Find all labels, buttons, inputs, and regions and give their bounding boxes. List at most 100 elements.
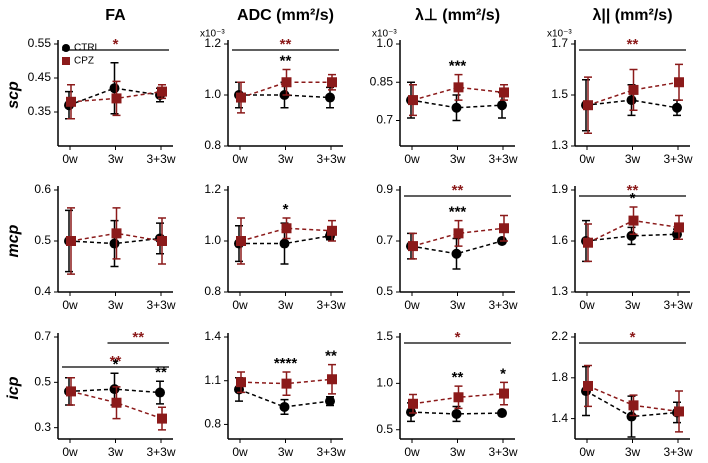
point bbox=[583, 237, 593, 248]
scale-label: x10⁻³ bbox=[372, 29, 397, 40]
point bbox=[281, 77, 292, 88]
row-label: icp bbox=[5, 376, 22, 399]
y-tick-label: 1.0 bbox=[376, 376, 393, 390]
significance-stars: ** bbox=[452, 182, 464, 199]
x-tick-label: 0w bbox=[579, 298, 595, 312]
y-tick-label: 1.0 bbox=[376, 36, 393, 50]
series-line bbox=[412, 227, 505, 247]
significance-stars: ** bbox=[155, 364, 167, 381]
x-tick-label: 3+3w bbox=[488, 152, 517, 166]
legend-marker bbox=[62, 57, 70, 65]
point bbox=[111, 93, 122, 104]
y-tick-label: 0.9 bbox=[376, 182, 393, 196]
y-tick-label: 0.5 bbox=[34, 375, 51, 389]
y-tick-label: 0.8 bbox=[204, 284, 221, 298]
significance-stars: ** bbox=[627, 36, 639, 53]
point bbox=[155, 387, 165, 398]
x-tick-label: 0w bbox=[232, 152, 248, 166]
y-tick-label: 0.45 bbox=[28, 70, 52, 84]
significance-stars: *** bbox=[449, 58, 467, 75]
point bbox=[111, 228, 122, 239]
series-line bbox=[410, 240, 503, 255]
y-tick-label: 0.8 bbox=[204, 138, 221, 152]
point bbox=[66, 386, 76, 397]
significance-stars: ** bbox=[627, 182, 639, 199]
point bbox=[111, 397, 122, 408]
row-label: mcp bbox=[5, 224, 22, 257]
point bbox=[497, 100, 507, 111]
significance-stars: * bbox=[500, 365, 506, 382]
y-tick-label: 2.2 bbox=[551, 329, 568, 343]
x-tick-label: 3w bbox=[108, 298, 124, 312]
significance-stars: ** bbox=[280, 36, 292, 53]
x-tick-label: 0w bbox=[62, 152, 78, 166]
y-tick-label: 1.1 bbox=[204, 373, 221, 387]
y-tick-label: 1.4 bbox=[551, 411, 568, 425]
x-tick-label: 3w bbox=[625, 152, 641, 166]
x-tick-label: 3w bbox=[450, 445, 466, 459]
x-tick-label: 0w bbox=[232, 445, 248, 459]
legend-label: CTRL bbox=[74, 43, 101, 54]
point bbox=[281, 223, 292, 234]
x-tick-label: 3+3w bbox=[146, 445, 175, 459]
point bbox=[327, 374, 337, 385]
point bbox=[109, 83, 120, 94]
point bbox=[66, 236, 76, 246]
x-tick-label: 0w bbox=[579, 445, 595, 459]
y-tick-label: 1.3 bbox=[551, 138, 568, 152]
x-tick-label: 3+3w bbox=[316, 445, 345, 459]
significance-stars: * bbox=[283, 201, 289, 218]
y-tick-label: 1.2 bbox=[204, 36, 221, 50]
x-tick-label: 0w bbox=[404, 298, 420, 312]
x-tick-label: 0w bbox=[232, 298, 248, 312]
y-tick-label: 1.0 bbox=[204, 233, 221, 247]
point bbox=[497, 408, 507, 419]
y-tick-label: 1.5 bbox=[551, 87, 568, 101]
y-tick-label: 0.55 bbox=[28, 36, 52, 50]
point bbox=[583, 380, 593, 391]
scale-label: x10⁻³ bbox=[547, 29, 572, 40]
series-line bbox=[70, 390, 163, 420]
point bbox=[499, 87, 509, 98]
x-tick-label: 3w bbox=[278, 298, 294, 312]
point bbox=[453, 82, 464, 93]
x-tick-label: 0w bbox=[404, 152, 420, 166]
point bbox=[236, 377, 246, 388]
x-tick-label: 3w bbox=[450, 298, 466, 312]
y-tick-label: 1.4 bbox=[204, 329, 221, 343]
x-tick-label: 3w bbox=[278, 445, 294, 459]
x-tick-label: 3+3w bbox=[663, 152, 692, 166]
significance-stars: **** bbox=[274, 355, 298, 372]
y-tick-label: 0.35 bbox=[28, 104, 52, 118]
point bbox=[499, 388, 509, 399]
y-tick-label: 0.3 bbox=[34, 420, 51, 434]
series-line bbox=[410, 99, 503, 109]
point bbox=[281, 378, 292, 389]
x-tick-label: 3+3w bbox=[663, 445, 692, 459]
point bbox=[109, 384, 120, 395]
legend-marker bbox=[62, 44, 70, 52]
x-tick-label: 3+3w bbox=[488, 298, 517, 312]
significance-stars: * bbox=[630, 329, 636, 346]
point bbox=[157, 236, 167, 246]
significance-stars: ** bbox=[132, 329, 144, 346]
significance-stars: * bbox=[113, 356, 119, 373]
point bbox=[628, 400, 639, 411]
point bbox=[453, 392, 464, 403]
y-tick-label: 1.6 bbox=[551, 233, 568, 247]
significance-stars: *** bbox=[449, 204, 467, 221]
significance-stars: ** bbox=[110, 353, 122, 370]
point bbox=[674, 406, 684, 417]
y-tick-label: 1.9 bbox=[551, 182, 568, 196]
significance-stars: ** bbox=[452, 369, 464, 386]
y-tick-label: 1.7 bbox=[551, 36, 568, 50]
x-tick-label: 3+3w bbox=[146, 298, 175, 312]
point bbox=[674, 77, 684, 88]
y-tick-label: 0.5 bbox=[376, 422, 393, 436]
x-tick-label: 0w bbox=[62, 298, 78, 312]
series-line bbox=[238, 388, 331, 408]
point bbox=[583, 100, 593, 111]
point bbox=[451, 408, 462, 419]
point bbox=[626, 230, 637, 241]
